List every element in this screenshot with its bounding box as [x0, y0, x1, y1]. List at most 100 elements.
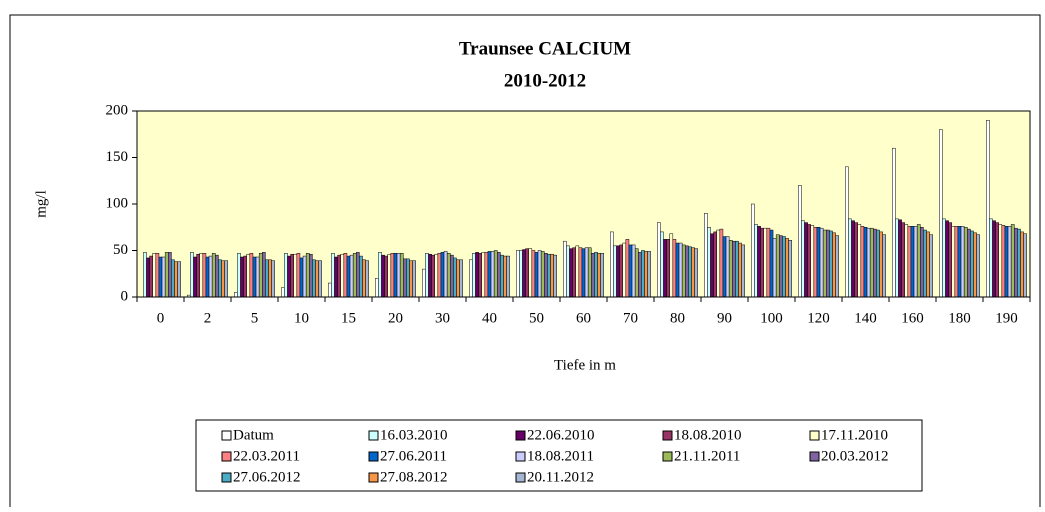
- bar: [450, 254, 454, 298]
- bar: [785, 238, 789, 298]
- x-tick-label: 2: [204, 310, 212, 326]
- bar: [916, 224, 921, 298]
- bar: [622, 242, 627, 298]
- bar: [685, 245, 689, 298]
- bar: [240, 256, 244, 298]
- bar: [869, 227, 874, 298]
- bar: [174, 261, 178, 298]
- bar: [657, 222, 661, 298]
- bar: [669, 233, 674, 298]
- x-tick-label: 50: [529, 310, 544, 326]
- bar: [882, 234, 886, 298]
- bar: [431, 254, 435, 298]
- legend-swatch: [809, 451, 820, 462]
- bar: [522, 249, 526, 298]
- bar: [772, 238, 777, 298]
- bar: [258, 253, 263, 298]
- bar: [923, 229, 927, 298]
- legend-label: 17.11.2010: [821, 427, 888, 443]
- bar: [440, 252, 445, 298]
- bar: [309, 253, 313, 298]
- bar: [375, 278, 379, 298]
- bar: [942, 218, 946, 298]
- bar: [763, 227, 768, 298]
- bar: [271, 260, 275, 298]
- x-tick-label: 100: [760, 310, 783, 326]
- bar: [788, 240, 792, 298]
- bar: [725, 236, 730, 298]
- bar: [904, 224, 909, 298]
- bar: [318, 260, 322, 298]
- x-tick-label: 60: [576, 310, 591, 326]
- legend-label: 21.11.2011: [674, 448, 740, 464]
- bar: [422, 268, 426, 298]
- bar: [907, 226, 912, 298]
- bar: [537, 250, 542, 298]
- legend-label: 20.11.2012: [527, 469, 594, 485]
- bar: [876, 229, 880, 298]
- legend-swatch: [515, 472, 526, 483]
- legend-label: 16.03.2010: [380, 427, 448, 443]
- x-tick-label: 40: [482, 310, 497, 326]
- bar: [594, 252, 598, 298]
- bar: [362, 259, 366, 298]
- bar: [1010, 224, 1015, 298]
- bar: [569, 248, 573, 298]
- bar: [822, 229, 827, 298]
- bar: [625, 239, 630, 298]
- bar: [578, 247, 583, 298]
- bar: [352, 253, 357, 298]
- bar: [249, 253, 254, 298]
- bar: [349, 254, 354, 298]
- legend-swatch: [515, 430, 526, 441]
- bar: [284, 253, 288, 298]
- bar: [287, 255, 291, 298]
- bar: [384, 255, 388, 298]
- bar: [694, 248, 698, 298]
- bar: [281, 287, 285, 298]
- bar: [337, 254, 341, 298]
- bar: [475, 252, 479, 298]
- bar: [478, 253, 482, 298]
- bar: [835, 235, 839, 298]
- bar: [506, 255, 510, 298]
- bar: [986, 120, 990, 298]
- bar: [732, 240, 736, 298]
- legend-swatch: [662, 430, 673, 441]
- bar: [879, 231, 883, 298]
- bar: [434, 253, 439, 298]
- bar: [215, 254, 219, 298]
- x-tick-label: 20: [388, 310, 403, 326]
- bar: [484, 252, 489, 298]
- bar: [446, 253, 451, 298]
- bar: [469, 259, 473, 298]
- bar: [293, 253, 298, 298]
- legend-swatch: [368, 430, 379, 441]
- legend-swatch: [809, 430, 820, 441]
- bar: [299, 257, 304, 298]
- bar: [998, 224, 1003, 298]
- bar: [487, 251, 492, 298]
- x-tick-label: 30: [435, 310, 450, 326]
- bar: [221, 260, 225, 298]
- bar: [547, 253, 551, 298]
- bar: [860, 226, 865, 298]
- bar: [634, 248, 639, 298]
- bar: [641, 250, 645, 298]
- bar: [334, 256, 338, 298]
- x-tick-label: 15: [341, 310, 356, 326]
- bar: [766, 227, 771, 298]
- bar: [211, 253, 216, 298]
- bar: [973, 232, 977, 298]
- bar: [719, 228, 724, 298]
- bar: [754, 224, 758, 298]
- bar: [813, 227, 818, 298]
- legend-swatch: [662, 451, 673, 462]
- bar: [832, 232, 836, 298]
- bar: [644, 251, 648, 298]
- chart-frame: [9, 14, 1041, 507]
- bar: [769, 229, 774, 298]
- x-tick-label: 90: [717, 310, 732, 326]
- bar: [638, 252, 642, 298]
